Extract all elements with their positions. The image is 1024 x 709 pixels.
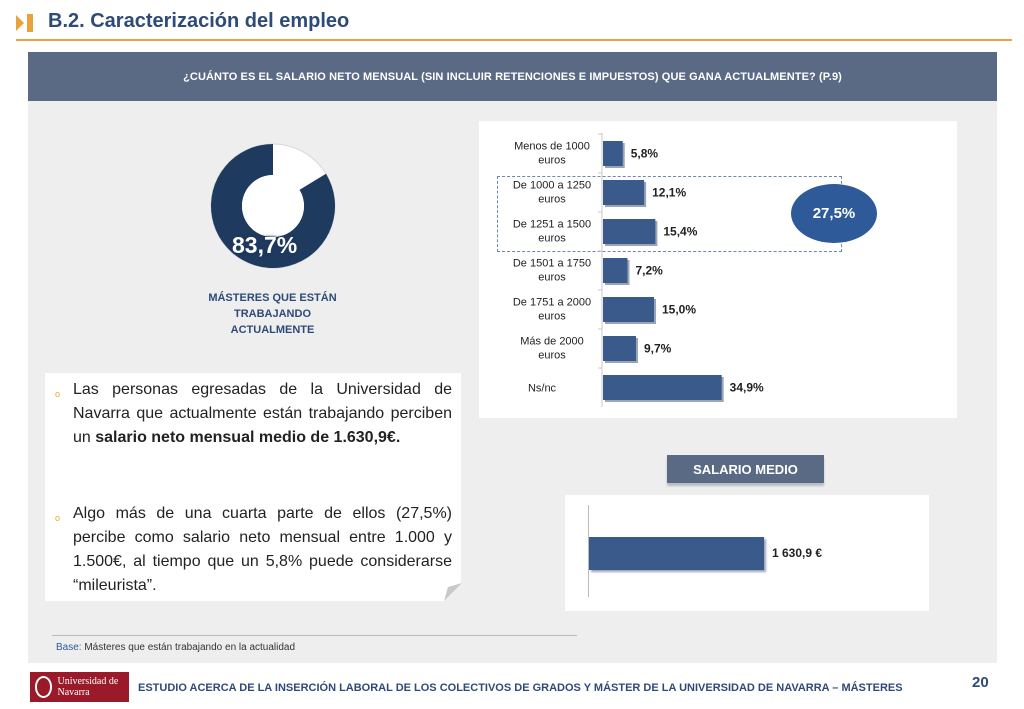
average-salary-axis: [588, 505, 589, 597]
logo-text: Universidad de Navarra: [57, 676, 119, 698]
summary-paragraph-2: Algo más de una cuarta parte de ellos (2…: [73, 505, 452, 594]
bullet-icon: o: [55, 513, 61, 523]
salary-bar: [603, 375, 722, 400]
summary-paragraph-1-highlight: salario neto mensual medio de 1.630,9€.: [95, 429, 401, 446]
base-text: Másteres que están trabajando en la actu…: [81, 642, 296, 653]
bar-value-label: 34,9%: [730, 381, 764, 395]
donut-employed-slice: [211, 144, 335, 268]
base-note: Base: Másteres que están trabajando en l…: [56, 642, 295, 653]
header-divider: [16, 39, 1012, 41]
bar-value-label: 15,0%: [662, 303, 696, 317]
category-label: De 1251 a 1500 euros: [513, 219, 591, 245]
category-label: De 1751 a 2000 euros: [513, 297, 591, 323]
bar-value-label: 9,7%: [644, 342, 672, 356]
category-label: De 1000 a 1250 euros: [513, 180, 591, 206]
bar-value-label: 5,8%: [631, 147, 659, 161]
category-label: Ns/nc: [528, 383, 557, 395]
bar-value-label: 12,1%: [652, 186, 686, 200]
category-label: Menos de 1000 euros: [514, 141, 590, 167]
average-salary-tab: SALARIO MEDIO: [667, 455, 824, 483]
salary-bar: [603, 141, 623, 166]
page-title: B.2. Caracterización del empleo: [48, 10, 350, 32]
university-seal-icon: [35, 676, 53, 698]
summary-text-box: o Las personas egresadas de la Universid…: [45, 373, 461, 601]
bar-value-label: 15,4%: [663, 225, 697, 239]
employment-donut-chart: [210, 143, 336, 269]
salary-chart-panel: [479, 121, 957, 418]
page-number: 20: [972, 674, 989, 691]
salary-distribution-chart: 5,8% Menos de 1000 euros 12,1% De 1000 a 125…: [513, 133, 764, 407]
donut-hole: [242, 175, 304, 237]
range-total-badge: 27,5%: [791, 184, 877, 243]
average-salary-value: 1 630,9 €: [772, 546, 823, 560]
salary-bar: [603, 180, 645, 205]
salary-bar: [603, 336, 636, 361]
summary-paragraph-1: Las personas egresadas de la Universidad…: [73, 378, 452, 450]
summary-paragraph-1-text: Las personas egresadas de la Universidad…: [73, 381, 452, 446]
base-label: Base:: [56, 642, 82, 653]
donut-caption: MÁSTERES QUE ESTÁN TRABAJANDO ACTUALMENT…: [208, 292, 337, 336]
base-divider: [52, 635, 577, 636]
salary-bar: [603, 258, 628, 283]
category-label: De 1501 a 1750 euros: [513, 258, 591, 284]
question-banner: ¿CUÁNTO ES EL SALARIO NETO MENSUAL (SIN …: [28, 52, 997, 101]
section-chevron-icon: [16, 14, 33, 32]
page-fold-icon: [444, 583, 462, 601]
average-salary-bar: [589, 537, 764, 570]
salary-bar: [603, 297, 654, 322]
footer-text: ESTUDIO ACERCA DE LA INSERCIÓN LABORAL D…: [138, 682, 903, 694]
university-logo: Universidad de Navarra: [30, 672, 129, 702]
bar-value-label: 7,2%: [635, 264, 663, 278]
donut-percentage: 83,7%: [232, 232, 298, 258]
salary-bar: [603, 219, 656, 244]
category-label: Más de 2000 euros: [520, 336, 584, 362]
bullet-icon: o: [55, 389, 61, 399]
